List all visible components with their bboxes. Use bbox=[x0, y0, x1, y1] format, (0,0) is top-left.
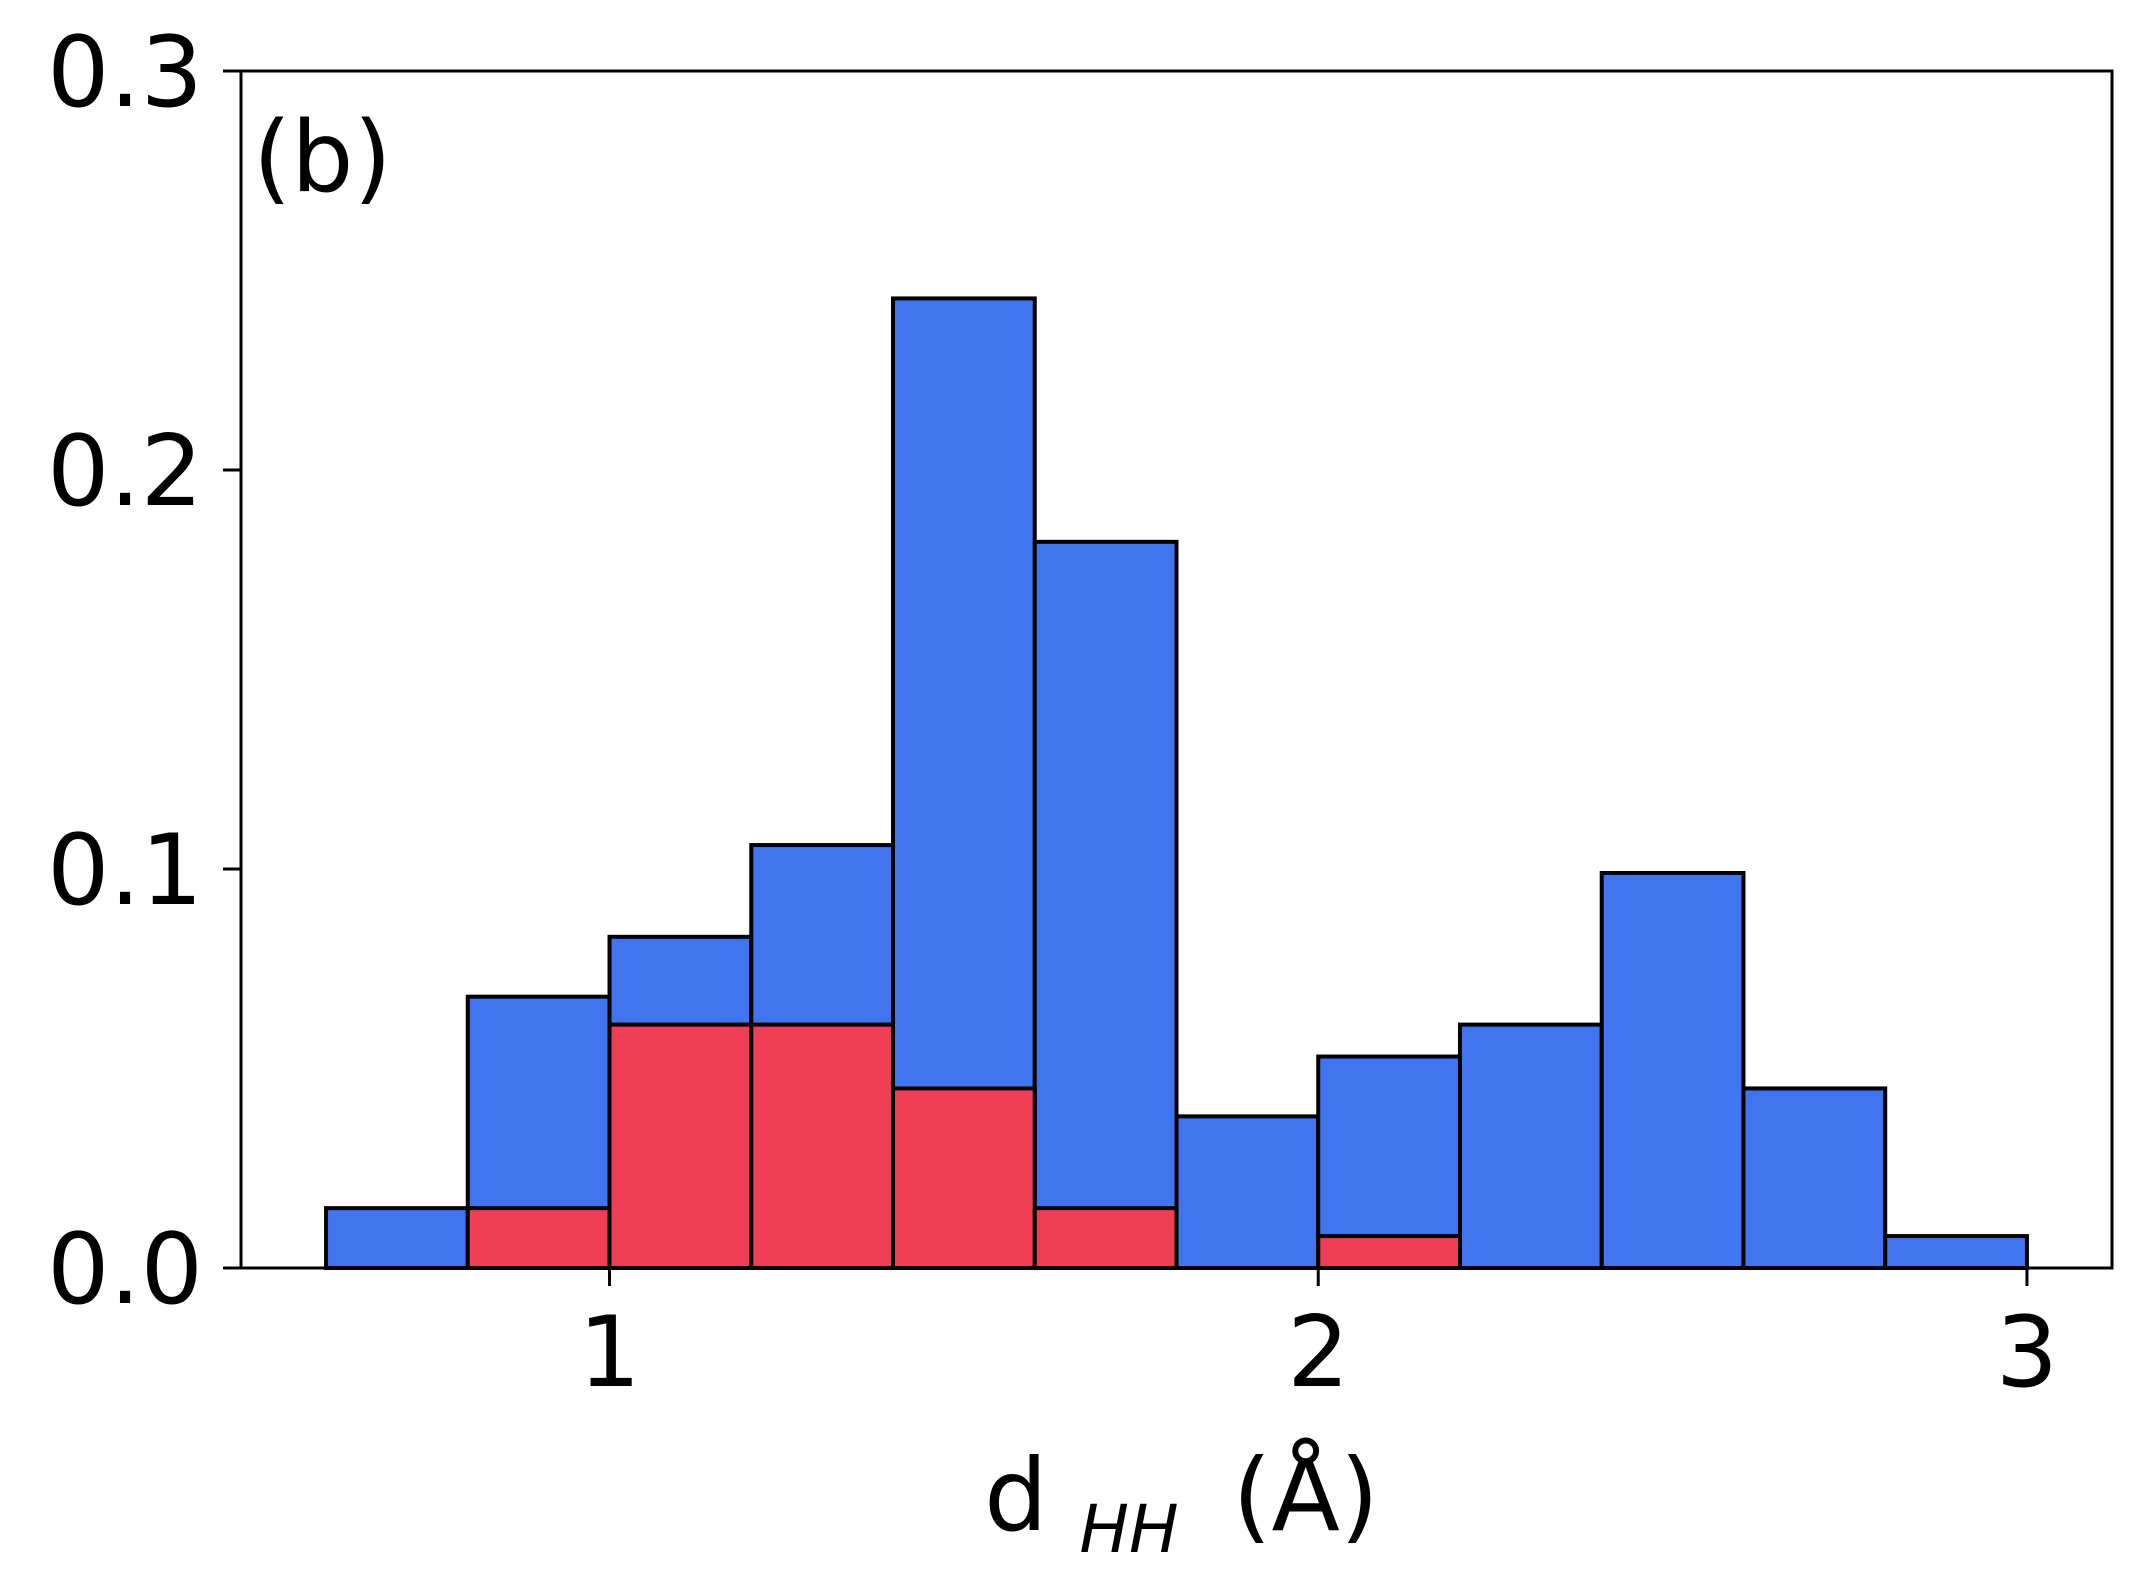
panel-label: (b) bbox=[253, 101, 392, 215]
histogram-bar-series1-bin1 bbox=[324, 1206, 470, 1271]
plot-frame bbox=[239, 69, 2114, 1270]
histogram-bar-series1-bin11 bbox=[1741, 1086, 1888, 1270]
histogram-bar-series2-bin3 bbox=[607, 1022, 754, 1270]
ticks-layer: 1 2 3 0.0 0.1 0.2 0.3 bbox=[47, 16, 2058, 1410]
x-tick-label: 2 bbox=[1287, 1296, 1349, 1410]
histogram-bar-series1-bin9 bbox=[1457, 1022, 1604, 1270]
x-axis-label: d HH (Å) bbox=[984, 1436, 1379, 1576]
histogram-bar-series2-bin4 bbox=[749, 1022, 896, 1270]
histogram-bar-series1-bin12 bbox=[1883, 1234, 2029, 1270]
histogram-bar-series2-bin5 bbox=[891, 1086, 1037, 1270]
bars-layer bbox=[324, 296, 2029, 1271]
histogram-bar-series2-bin2 bbox=[465, 1206, 612, 1271]
x-tick-label: 1 bbox=[578, 1296, 640, 1410]
y-tick-label: 0.1 bbox=[47, 814, 203, 928]
histogram-bar-series2-bin6 bbox=[1032, 1206, 1179, 1271]
y-tick-label: 0.2 bbox=[47, 415, 203, 529]
histogram-bar-series1-bin7 bbox=[1174, 1114, 1321, 1270]
x-axis-label-subscript: HH bbox=[1079, 1491, 1178, 1568]
histogram-bar-series2-bin8 bbox=[1316, 1234, 1462, 1270]
y-tick-label: 0.3 bbox=[47, 16, 203, 130]
histogram-bar-series1-bin6 bbox=[1032, 539, 1179, 1270]
y-tick-label: 0.0 bbox=[47, 1213, 203, 1327]
x-axis-label-unit: (Å) bbox=[1232, 1436, 1378, 1554]
histogram-bar-series1-bin10 bbox=[1599, 870, 1746, 1270]
x-tick-label: 3 bbox=[1996, 1296, 2058, 1410]
x-axis-label-main: d bbox=[984, 1437, 1047, 1554]
